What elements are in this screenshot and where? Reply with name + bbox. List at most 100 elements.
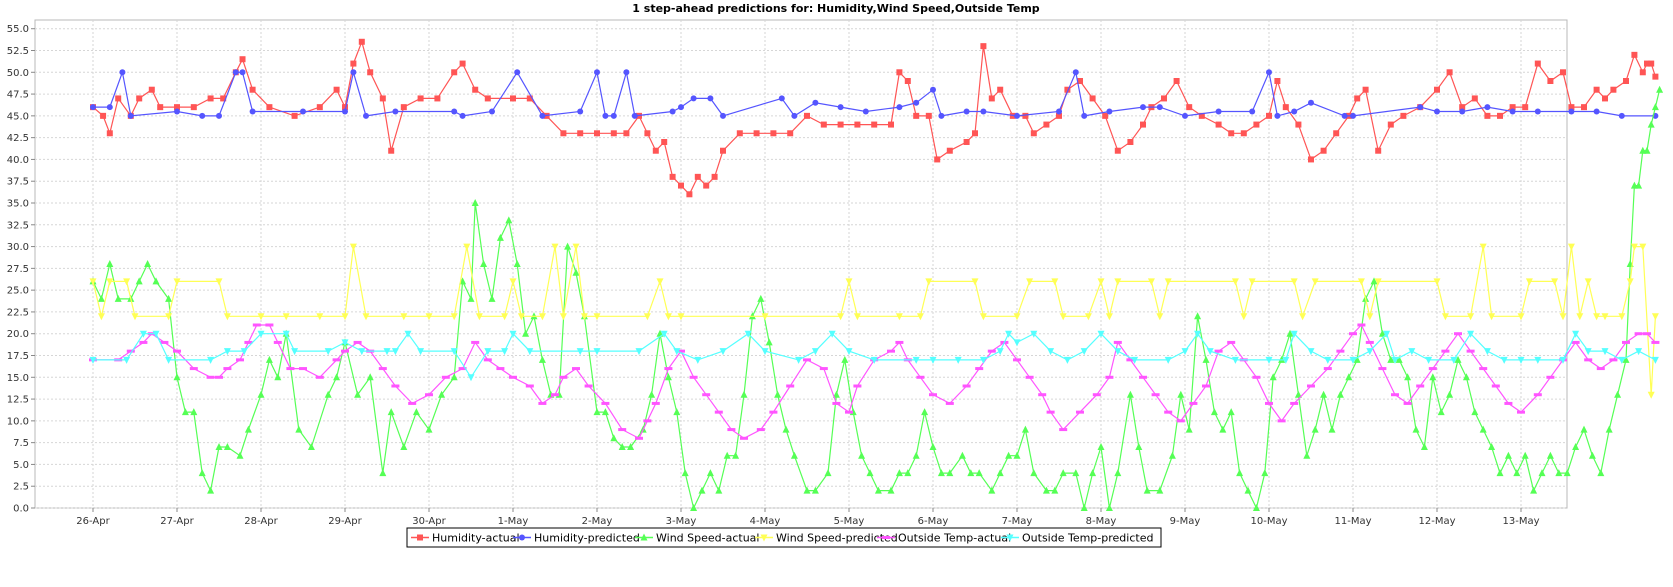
- data-point: [451, 108, 458, 115]
- data-point: [1357, 323, 1366, 327]
- data-point: [400, 104, 407, 111]
- legend-swatch-marker: [1006, 534, 1014, 542]
- data-point: [1131, 356, 1139, 364]
- data-point: [408, 401, 417, 405]
- y-tick-label: 52.5: [7, 46, 29, 57]
- data-point: [358, 348, 366, 356]
- data-point: [378, 367, 387, 371]
- data-point: [593, 408, 601, 416]
- data-point: [1194, 312, 1202, 320]
- data-point: [1013, 313, 1021, 321]
- data-point: [240, 348, 248, 356]
- data-point: [135, 277, 143, 285]
- data-point: [173, 278, 181, 286]
- data-point: [714, 410, 723, 414]
- data-point: [391, 348, 399, 356]
- data-point: [1622, 340, 1630, 344]
- data-point: [1043, 121, 1050, 128]
- data-point: [392, 108, 399, 115]
- data-point: [811, 486, 819, 494]
- data-point: [266, 104, 273, 111]
- series-line: [92, 246, 1656, 395]
- legend-item: Outside Temp-predicted: [1001, 532, 1153, 545]
- data-point: [489, 108, 495, 115]
- data-point: [1143, 486, 1151, 494]
- data-point: [576, 348, 584, 356]
- data-point: [757, 294, 765, 302]
- x-tick-label: 4-May: [750, 516, 781, 527]
- data-point: [106, 260, 114, 267]
- data-point: [1420, 443, 1428, 450]
- data-point: [938, 112, 945, 119]
- data-point: [1135, 443, 1143, 450]
- x-tick-label: 1-May: [498, 516, 529, 527]
- data-point: [358, 38, 365, 45]
- data-point: [1253, 121, 1260, 128]
- data-point: [139, 340, 148, 344]
- data-point: [1365, 340, 1374, 344]
- data-point: [1266, 112, 1272, 119]
- data-point: [126, 349, 135, 353]
- data-point: [559, 375, 568, 379]
- data-point: [996, 348, 1004, 356]
- y-tick-label: 40.0: [7, 155, 29, 166]
- data-point: [299, 367, 307, 371]
- data-point: [1059, 469, 1067, 477]
- data-point: [912, 356, 920, 364]
- data-point: [1249, 108, 1256, 115]
- y-tick-label: 12.5: [7, 395, 29, 406]
- data-point: [1156, 486, 1164, 494]
- data-point: [1509, 104, 1516, 111]
- data-point: [1568, 108, 1575, 115]
- data-point: [1581, 104, 1587, 111]
- data-point: [1084, 313, 1092, 321]
- data-point: [593, 313, 601, 321]
- data-point: [963, 108, 970, 115]
- data-point: [1173, 78, 1180, 84]
- x-tick-label: 12-May: [1418, 516, 1455, 527]
- data-point: [510, 95, 516, 102]
- data-point: [1290, 278, 1298, 286]
- data-point: [618, 428, 627, 432]
- data-point: [438, 390, 446, 398]
- data-point: [664, 367, 673, 371]
- data-point: [496, 367, 505, 371]
- data-point: [837, 313, 845, 321]
- x-tick-label: 28-Apr: [244, 516, 278, 527]
- data-point: [223, 348, 231, 356]
- data-point: [1593, 313, 1601, 321]
- data-point: [90, 104, 96, 111]
- data-point: [791, 112, 798, 119]
- data-point: [828, 330, 836, 338]
- data-point: [295, 425, 303, 433]
- data-point: [1559, 313, 1567, 321]
- data-point: [1185, 425, 1193, 433]
- data-point: [1467, 330, 1475, 338]
- data-point: [946, 469, 954, 477]
- x-tick-label: 6-May: [918, 516, 949, 527]
- data-point: [119, 69, 126, 76]
- data-point: [538, 313, 546, 321]
- legend-swatch-marker: [417, 534, 423, 541]
- data-point: [1308, 156, 1314, 163]
- data-point: [677, 313, 685, 321]
- data-point: [526, 348, 534, 356]
- data-point: [1089, 469, 1097, 477]
- series-outside-temp-predicted: [89, 330, 1659, 382]
- x-tick-label: 13-May: [1502, 516, 1539, 527]
- data-point: [223, 313, 231, 321]
- data-point: [1303, 451, 1311, 459]
- data-point: [315, 375, 324, 379]
- data-point: [648, 390, 656, 398]
- data-point: [1013, 358, 1021, 362]
- data-point: [1252, 504, 1260, 511]
- data-point: [1227, 340, 1236, 344]
- data-point: [475, 313, 483, 321]
- data-point: [1077, 78, 1083, 84]
- data-point: [1105, 375, 1114, 379]
- data-point: [467, 374, 475, 382]
- data-point: [509, 375, 517, 379]
- data-point: [601, 401, 610, 405]
- data-point: [1609, 358, 1618, 362]
- y-tick-label: 17.5: [7, 351, 29, 362]
